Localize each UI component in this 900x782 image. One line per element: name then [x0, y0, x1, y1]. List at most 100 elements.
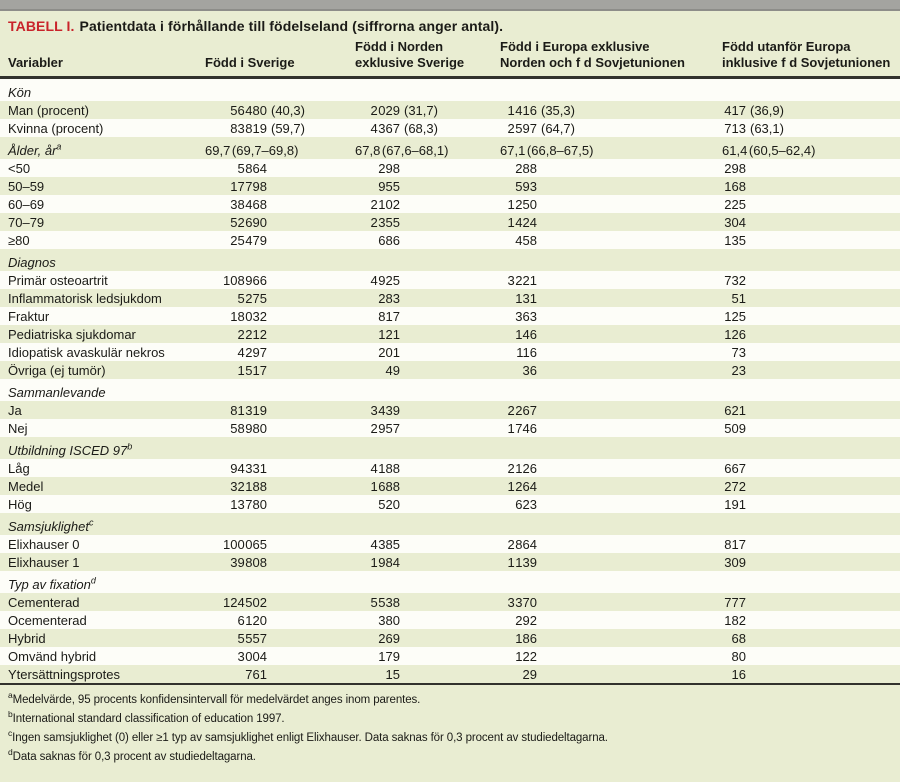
value-cell: 38 468 — [205, 197, 355, 213]
count-value: 73 — [731, 345, 746, 360]
value-cell: 146 — [500, 327, 722, 343]
value-cell: 29 — [500, 667, 722, 683]
count-value: 36 — [522, 363, 537, 378]
count-value: 16 — [731, 667, 746, 682]
table-row: <50 5 864 298 288 298 — [0, 159, 900, 177]
count-value: 135 — [724, 233, 746, 248]
count-value: 761 — [245, 667, 267, 682]
table-caption: Patientdata i förhållande till födelsela… — [79, 18, 504, 34]
value-cell: 201 — [355, 345, 500, 361]
table-row: 70–79 52 690 2 355 1 424 304 — [0, 213, 900, 231]
count-value: 23 — [731, 363, 746, 378]
value-cell: 116 — [500, 345, 722, 361]
footnote: bInternational standard classification o… — [8, 709, 285, 725]
count-value: 131 — [515, 291, 537, 306]
count-value: 283 — [378, 291, 400, 306]
count-value: 3 004 — [237, 649, 267, 664]
footnote-marker: a — [8, 690, 13, 701]
row-label: Nej — [8, 421, 28, 436]
count-value: 29 — [522, 667, 537, 682]
count-value: 5 864 — [237, 161, 267, 176]
value-cell: 52 690 — [205, 215, 355, 231]
value-cell: 13 780 — [205, 497, 355, 513]
table-row: Pediatriska sjukdomar 2 212 121 146 126 — [0, 325, 900, 343]
row-label: Ja — [8, 403, 22, 418]
row-label: 50–59 — [8, 179, 45, 194]
value-cell: 817 — [355, 309, 500, 325]
value-cell: 777 — [722, 595, 900, 611]
count-value: 5 557 — [237, 631, 267, 646]
count-value: 38 468 — [230, 197, 267, 212]
percent-value: (36,9) — [750, 103, 784, 118]
count-value: 667 — [724, 461, 746, 476]
table-row: Ytersättningsprotes 761 15 29 16 — [0, 665, 900, 683]
value-cell: 100 065 — [205, 537, 355, 553]
value-cell: 67,8 (67,6–68,1) — [355, 143, 500, 159]
section-row: Sammanlevande — [0, 379, 900, 401]
value-cell: 269 — [355, 631, 500, 647]
count-value: 292 — [515, 613, 537, 628]
row-label: Elixhauser 0 — [8, 537, 80, 552]
count-value: 126 — [724, 327, 746, 342]
value-cell: 5 538 — [355, 595, 500, 611]
row-label: Ålder, åra — [8, 141, 62, 158]
footnote-marker: c — [88, 517, 94, 528]
count-value: 1 250 — [507, 197, 537, 212]
top-rule-bar — [0, 0, 900, 11]
column-header: Född i Europa exklusive Norden och f d So… — [500, 39, 685, 70]
count-value: 3 439 — [370, 403, 400, 418]
count-value: 309 — [724, 555, 746, 570]
row-label: Låg — [8, 461, 30, 476]
value-cell: 761 — [205, 667, 355, 683]
count-value: 269 — [378, 631, 400, 646]
mean-value: 69,7 (69,7–69,8) — [205, 143, 299, 158]
count-value: 623 — [515, 497, 537, 512]
value-cell: 6 120 — [205, 613, 355, 629]
column-header: Variabler — [8, 55, 63, 70]
count-value: 955 — [378, 179, 400, 194]
value-cell: 1 688 — [355, 479, 500, 495]
value-cell: 1 139 — [500, 555, 722, 571]
section-row: Kön — [0, 79, 900, 101]
value-cell: 25 479 — [205, 233, 355, 249]
value-cell: 283 — [355, 291, 500, 307]
count-value: 713 — [724, 121, 746, 136]
value-cell: 3 370 — [500, 595, 722, 611]
row-label: Medel — [8, 479, 44, 494]
count-value: 32 188 — [230, 479, 267, 494]
row-label: Samsjuklighetc — [8, 517, 94, 534]
count-value: 4 385 — [370, 537, 400, 552]
count-value: 94 331 — [230, 461, 267, 476]
row-label: Sammanlevande — [8, 385, 106, 400]
mean-value: 67,8 (67,6–68,1) — [355, 143, 449, 158]
count-value: 15 — [385, 667, 400, 682]
table-row: Kvinna (procent) 83 819 (59,7) 4 367 (68,3) 2… — [0, 119, 900, 137]
row-label: Omvänd hybrid — [8, 649, 97, 664]
row-label: Utbildning ISCED 97b — [8, 441, 133, 458]
table-number-label: TABELL I. — [8, 18, 75, 34]
row-label: Kvinna (procent) — [8, 121, 104, 136]
value-cell: 15 — [355, 667, 500, 683]
table-row: Man (procent) 56 480 (40,3) 2 029 (31,7) 1 41… — [0, 101, 900, 119]
table-row: Ocementerad 6 120 380 292 182 — [0, 611, 900, 629]
value-cell: 363 — [500, 309, 722, 325]
value-cell: 94 331 — [205, 461, 355, 477]
count-value: 288 — [515, 161, 537, 176]
count-value: 2 126 — [507, 461, 537, 476]
count-value: 1 688 — [370, 479, 400, 494]
value-cell: 4 367 (68,3) — [355, 121, 500, 137]
value-cell: 16 — [722, 667, 900, 683]
table-row: 60–69 38 468 2 102 1 250 225 — [0, 195, 900, 213]
percent-value: (35,3) — [541, 103, 575, 118]
count-value: 4 367 — [370, 121, 400, 136]
footnote: aMedelvärde, 95 procents konfidensinterv… — [8, 690, 421, 706]
value-cell: 2 126 — [500, 461, 722, 477]
percent-value: (68,3) — [404, 121, 438, 136]
count-value: 2 267 — [507, 403, 537, 418]
value-cell: 182 — [722, 613, 900, 629]
value-cell: 191 — [722, 497, 900, 513]
value-cell: 81 319 — [205, 403, 355, 419]
section-row: Diagnos — [0, 249, 900, 271]
table-title: TABELL I. Patientdata i förhållande till … — [0, 11, 900, 37]
value-cell: 732 — [722, 273, 900, 289]
